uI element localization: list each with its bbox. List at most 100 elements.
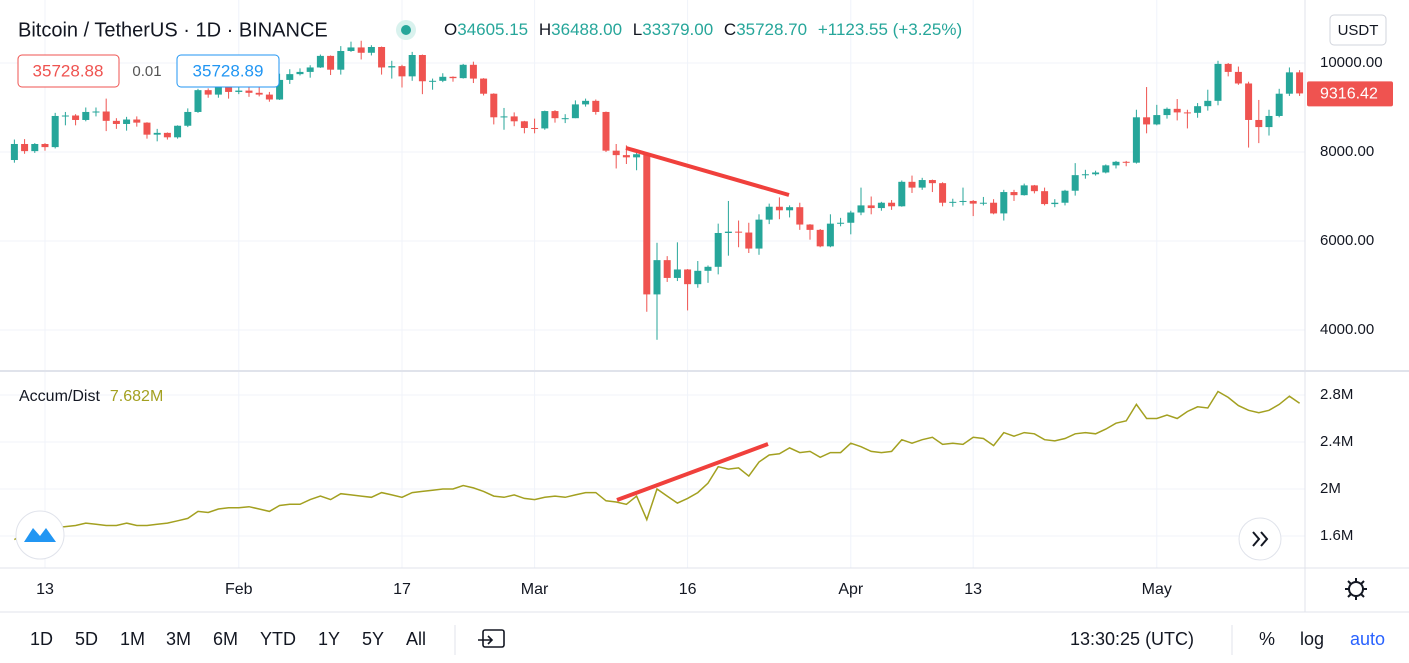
legend-value: 36488.00 bbox=[551, 20, 622, 39]
y-tick-label: 2.4M bbox=[1320, 433, 1353, 450]
legend-label: H bbox=[539, 20, 551, 39]
candle-body bbox=[1194, 106, 1202, 113]
candle-body bbox=[1020, 185, 1028, 196]
range-button[interactable]: 6M bbox=[213, 629, 238, 649]
currency-button[interactable] bbox=[1329, 14, 1387, 46]
candle-body bbox=[990, 202, 998, 214]
logo-icon bbox=[24, 528, 56, 542]
candle-body bbox=[480, 78, 488, 94]
candle-body bbox=[571, 104, 579, 119]
candle-body bbox=[245, 90, 253, 93]
candle-body bbox=[949, 201, 957, 203]
legend-value: 33379.00 bbox=[642, 20, 713, 39]
candle-body bbox=[602, 111, 610, 151]
buy-price: 35728.89 bbox=[193, 61, 264, 80]
settings-button[interactable] bbox=[1348, 581, 1364, 597]
sell-button[interactable] bbox=[17, 54, 120, 88]
compare-icon bbox=[478, 635, 494, 645]
logo[interactable] bbox=[15, 510, 65, 560]
candle-body bbox=[1204, 100, 1212, 107]
candle-body bbox=[153, 132, 161, 135]
candle-body bbox=[72, 115, 80, 120]
candle-body bbox=[255, 92, 263, 95]
buy-button[interactable] bbox=[176, 54, 280, 88]
candle-body bbox=[214, 85, 222, 95]
candle-body bbox=[541, 111, 549, 129]
candle-body bbox=[745, 232, 753, 249]
candle-body bbox=[41, 143, 49, 148]
candle-body bbox=[327, 55, 335, 70]
range-button[interactable]: 3M bbox=[166, 629, 191, 649]
candle-body bbox=[1041, 191, 1049, 205]
compare-button[interactable] bbox=[482, 629, 505, 648]
x-tick-label: 13 bbox=[964, 581, 982, 598]
range-button[interactable]: 1Y bbox=[318, 629, 340, 649]
candle-body bbox=[194, 90, 202, 112]
candle-body bbox=[959, 200, 967, 202]
trend-line[interactable] bbox=[616, 442, 769, 502]
candle-body bbox=[1296, 72, 1304, 94]
candle-body bbox=[133, 119, 141, 123]
candle-body bbox=[622, 155, 630, 158]
candle-body bbox=[204, 90, 212, 95]
market-status-dot bbox=[401, 25, 411, 35]
settings-icon bbox=[1345, 578, 1367, 600]
candle-body bbox=[449, 76, 457, 79]
range-button[interactable]: 5D bbox=[75, 629, 98, 649]
candle-body bbox=[969, 200, 977, 204]
symbol-title: Bitcoin / TetherUS · 1D · BINANCE bbox=[18, 19, 328, 41]
candle-body bbox=[979, 202, 987, 204]
spread: 0.01 bbox=[132, 63, 161, 80]
candle-body bbox=[928, 180, 936, 184]
legend-value: 35728.70 bbox=[736, 20, 807, 39]
auto-button[interactable]: auto bbox=[1350, 629, 1385, 649]
candle-body bbox=[347, 47, 355, 51]
x-tick-label: May bbox=[1142, 581, 1172, 598]
candle-body bbox=[704, 266, 712, 271]
legend-label: O bbox=[444, 20, 457, 39]
candle-body bbox=[663, 260, 671, 278]
range-button[interactable]: YTD bbox=[260, 629, 296, 649]
candle-body bbox=[286, 74, 294, 80]
candle-body bbox=[1122, 161, 1130, 163]
range-button[interactable]: 5Y bbox=[362, 629, 384, 649]
candle-body bbox=[1163, 108, 1171, 116]
indicator-value: 7.682M bbox=[110, 388, 163, 405]
candle-body bbox=[1000, 192, 1008, 214]
y-tick-label: 2M bbox=[1320, 480, 1341, 497]
candle-body bbox=[490, 93, 498, 118]
candle-body bbox=[531, 127, 539, 129]
candle-body bbox=[1010, 192, 1018, 196]
candle-body bbox=[429, 80, 437, 82]
candle-body bbox=[388, 66, 396, 68]
candle-body bbox=[265, 94, 273, 100]
candle-body bbox=[714, 232, 722, 267]
candle-body bbox=[276, 79, 284, 100]
candle-body bbox=[163, 132, 171, 138]
range-button[interactable]: 1D bbox=[30, 629, 53, 649]
x-tick-label: 13 bbox=[36, 581, 54, 598]
candle-body bbox=[520, 121, 528, 128]
range-button[interactable]: 1M bbox=[120, 629, 145, 649]
candle-body bbox=[592, 100, 600, 112]
candle-body bbox=[735, 231, 743, 233]
range-buttons: 1D 5D 1M 3M 6M YTD 1Y 5Y All bbox=[30, 629, 426, 649]
candle-body bbox=[1173, 108, 1181, 113]
candle-body bbox=[296, 71, 304, 75]
percent-button[interactable]: % bbox=[1259, 629, 1275, 649]
log-button[interactable]: log bbox=[1300, 629, 1324, 649]
candle-body bbox=[684, 269, 692, 285]
trend-line[interactable] bbox=[625, 146, 790, 197]
last-price-label: 9316.42 bbox=[1320, 86, 1378, 103]
candle-body bbox=[510, 116, 518, 122]
candle-body bbox=[1255, 119, 1263, 128]
range-button[interactable]: All bbox=[406, 629, 426, 649]
ohlc-legend: O34605.15 H36488.00 L33379.00 C35728.70 … bbox=[444, 20, 962, 39]
candle-body bbox=[908, 181, 916, 188]
candle-body bbox=[469, 64, 477, 79]
candle-body bbox=[500, 116, 508, 118]
candle-body bbox=[51, 115, 59, 148]
candle-body bbox=[235, 90, 243, 92]
candle-body bbox=[378, 46, 386, 68]
